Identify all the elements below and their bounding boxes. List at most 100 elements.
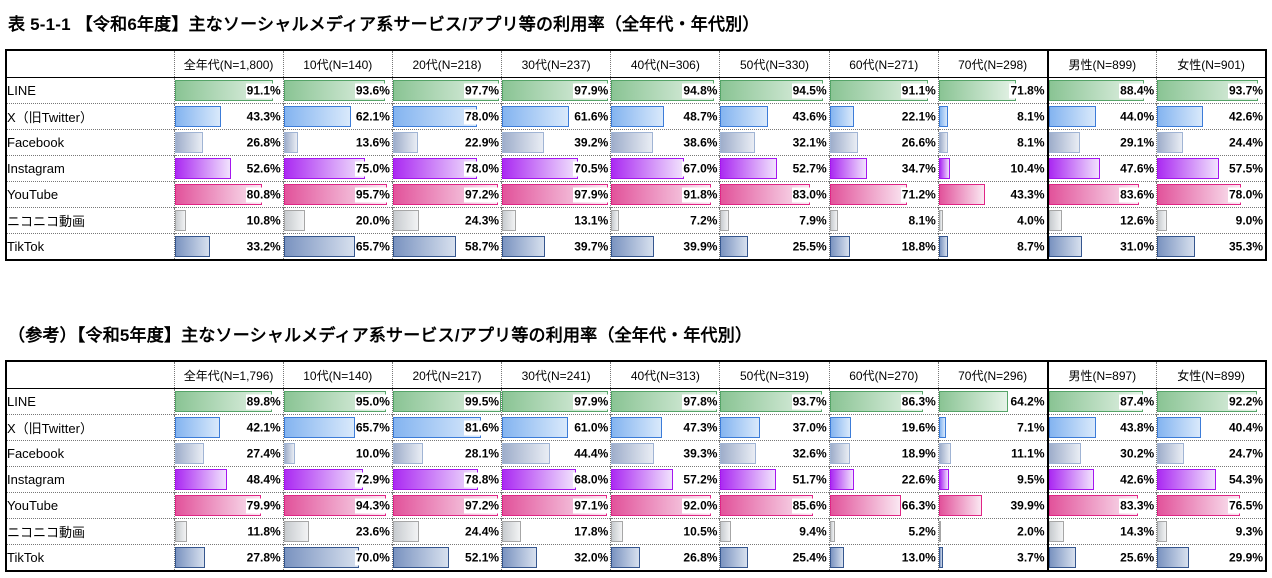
value-cell: 70.0% [282,544,393,571]
data-bar [1157,547,1190,568]
bar-wrap: 62.1% [283,104,392,129]
data-bar [938,443,951,464]
value-cell: 3.7% [937,544,1048,571]
bar-wrap: 78.8% [392,467,501,492]
value-cell: 48.7% [610,103,720,130]
data-bar [1157,210,1167,231]
bar-wrap: 92.2% [1157,389,1265,414]
value-cell: 13.6% [282,129,393,156]
value-label: 80.8% [245,187,282,202]
bar-wrap: 44.4% [502,441,610,466]
value-cell: 78.8% [391,466,502,493]
value-cell: 8.1% [828,207,939,234]
data-bar [1157,132,1184,153]
value-label: 88.4% [1119,83,1156,98]
data-bar [392,443,424,464]
value-cell: 39.9% [937,492,1048,519]
value-label: 86.3% [900,394,937,409]
value-cell: 95.0% [282,388,393,415]
bar-wrap: 32.0% [502,545,610,570]
value-cell: 47.3% [610,414,720,441]
column-header: 70代(N=296) [937,361,1048,389]
data-bar [1157,158,1220,179]
value-cell: 97.8% [610,388,720,415]
value-label: 58.7% [464,239,501,254]
data-bar [502,106,569,127]
value-label: 83.3% [1119,498,1156,513]
value-label: 7.2% [689,213,719,228]
value-label: 24.7% [1227,446,1264,461]
bar-wrap: 97.1% [502,493,610,518]
data-bar [1048,132,1080,153]
row-label: ニコニコ動画 [6,518,174,545]
data-bar [392,132,418,153]
value-cell: 9.3% [1156,518,1266,545]
bar-wrap: 43.3% [174,104,283,129]
value-label: 91.8% [682,187,719,202]
column-header: 10代(N=140) [282,50,393,78]
bar-wrap: 9.0% [1157,208,1265,233]
column-header: 60代(N=270) [828,361,939,389]
value-cell: 57.2% [610,466,720,493]
bar-wrap: 58.7% [392,234,501,259]
bar-wrap: 13.0% [829,545,938,570]
bar-wrap: 83.6% [1048,182,1157,207]
data-bar [1048,417,1096,438]
value-cell: 40.4% [1156,414,1266,441]
value-label: 13.1% [573,213,610,228]
value-cell: 18.9% [828,440,939,467]
value-label: 22.1% [900,109,937,124]
value-cell: 52.7% [719,155,830,182]
value-cell: 71.2% [828,181,939,208]
table1-title: 表 5-1-1 【令和6年度】主なソーシャルメディア系サービス/アプリ等の利用率… [8,15,760,34]
bar-wrap: 24.4% [392,519,501,544]
data-bar [283,132,299,153]
value-label: 42.6% [1119,472,1156,487]
value-label: 93.7% [791,394,828,409]
value-label: 24.3% [464,213,501,228]
value-cell: 23.6% [282,518,393,545]
value-cell: 38.6% [610,129,720,156]
data-bar [720,132,756,153]
data-bar [174,236,211,257]
data-bar [174,469,227,490]
bar-wrap: 4.0% [938,208,1047,233]
value-label: 27.4% [245,446,282,461]
data-bar [283,521,310,542]
value-cell: 24.4% [1156,129,1266,156]
value-label: 32.0% [573,550,610,565]
value-cell: 64.2% [937,388,1048,415]
bar-wrap: 81.6% [392,415,501,440]
column-header: 20代(N=217) [391,361,502,389]
value-cell: 99.5% [391,388,502,415]
value-label: 43.3% [1009,187,1046,202]
value-cell: 97.7% [391,77,502,104]
value-label: 32.6% [791,446,828,461]
data-bar [938,547,943,568]
bar-wrap: 17.8% [502,519,610,544]
value-label: 87.4% [1119,394,1156,409]
bar-wrap: 24.4% [1157,130,1265,155]
bar-wrap: 18.8% [829,234,938,259]
data-bar [938,495,982,516]
value-label: 31.0% [1119,239,1156,254]
data-bar [502,210,517,231]
data-bar [502,132,545,153]
value-cell: 87.4% [1046,388,1157,415]
data-bar [938,521,941,542]
data-bar [502,236,545,257]
column-header: 40代(N=313) [610,361,720,389]
bar-wrap: 26.8% [611,545,719,570]
value-label: 52.7% [791,161,828,176]
value-label: 52.1% [464,550,501,565]
value-label: 52.6% [245,161,282,176]
data-bar [1048,236,1082,257]
value-label: 67.0% [682,161,719,176]
value-label: 79.9% [245,498,282,513]
value-label: 39.9% [682,239,719,254]
data-bar [1157,417,1201,438]
value-cell: 93.7% [719,388,830,415]
value-label: 12.6% [1119,213,1156,228]
table-row: X（旧Twitter） 43.3% 62.1% 78.0% 61.6% 48.7% 43.6… [6,103,1266,130]
value-label: 48.4% [245,472,282,487]
